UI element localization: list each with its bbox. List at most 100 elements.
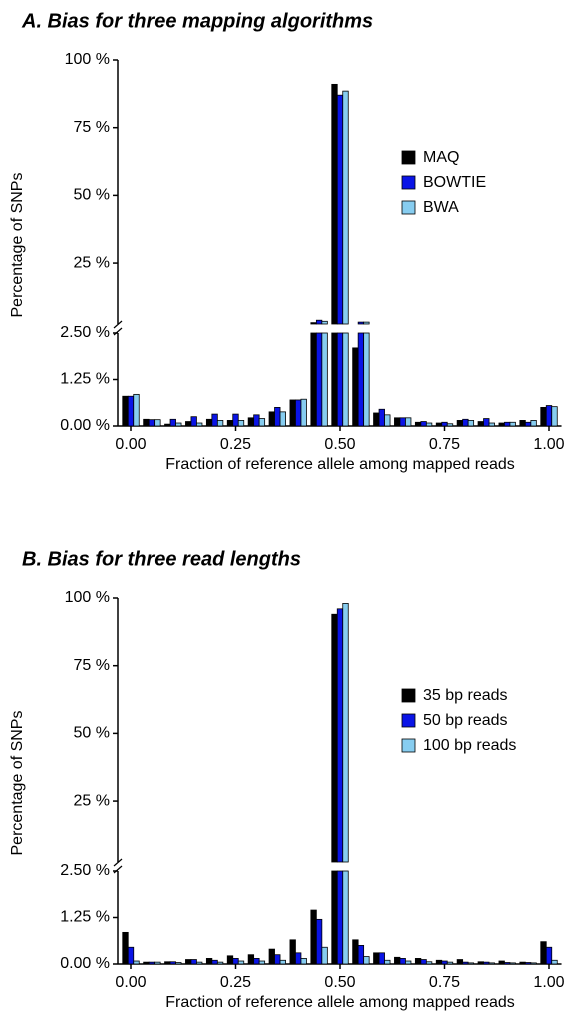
bar (247, 417, 255, 427)
x-tick-label: 0.50 (324, 974, 355, 991)
bar (205, 418, 213, 427)
bar (321, 946, 328, 965)
bar (205, 958, 213, 965)
bar-lower-part (315, 332, 323, 427)
bar (169, 418, 176, 427)
bar-upper-part (363, 321, 370, 325)
bar (384, 414, 391, 427)
y-tick-label: 1.25 % (60, 371, 110, 388)
bar (226, 955, 234, 965)
bar (127, 946, 135, 965)
bar (232, 413, 239, 427)
bar (405, 960, 412, 965)
axis-break (113, 865, 123, 874)
bar (247, 954, 255, 965)
bar (414, 421, 422, 427)
y-tick-label: 2.50 % (60, 324, 110, 341)
bar (143, 961, 150, 965)
bar (352, 347, 359, 427)
legend-label: 35 bp reads (423, 687, 508, 704)
bar (530, 962, 537, 965)
axis-break (113, 858, 123, 867)
y-axis-label: Percentage of SNPs (9, 173, 26, 318)
bar (477, 961, 484, 965)
bar (175, 962, 182, 965)
bar (289, 399, 296, 427)
bar (237, 420, 245, 427)
bar (148, 961, 156, 965)
bar (551, 406, 558, 427)
bar (524, 962, 532, 965)
bar (378, 952, 385, 965)
x-tick-label: 0.25 (220, 974, 251, 991)
bar-upper-part (321, 320, 328, 325)
bar-lower-part (342, 332, 349, 427)
bar (258, 960, 266, 965)
legend-label: 50 bp reads (423, 712, 508, 729)
y-tick-label: 1.25 % (60, 909, 110, 926)
bar (196, 961, 203, 965)
bar (540, 941, 547, 965)
bar (394, 417, 401, 427)
bar (357, 945, 365, 965)
y-tick-label: 100 % (65, 589, 110, 606)
bar (483, 418, 490, 427)
legend-label: MAQ (423, 149, 459, 166)
bar (545, 405, 553, 427)
bar (399, 958, 406, 965)
bar (175, 422, 182, 427)
x-tick-label: 0.00 (115, 974, 146, 991)
bar-upper-part (336, 608, 344, 863)
bar (253, 414, 260, 427)
bar (456, 959, 464, 965)
bar (441, 421, 448, 427)
bar (190, 416, 197, 427)
bar-lower-part (310, 332, 317, 427)
bar (414, 958, 422, 965)
bar (441, 960, 448, 965)
x-tick-label: 0.50 (324, 436, 355, 453)
bar-upper-part (357, 321, 365, 325)
bar (373, 952, 380, 965)
bar (226, 420, 234, 427)
bar (519, 420, 526, 427)
bar-upper-part (331, 83, 338, 325)
x-tick-label: 0.75 (429, 974, 460, 991)
bar (295, 399, 302, 427)
y-tick-label: 0.00 % (60, 955, 110, 972)
x-tick-label: 1.00 (533, 974, 564, 991)
bar (373, 412, 380, 427)
bar (185, 421, 192, 427)
axis-break (113, 327, 123, 336)
bar (196, 422, 203, 427)
axis-break (113, 320, 123, 329)
bar (190, 959, 197, 965)
bar (498, 960, 505, 965)
legend-swatch (401, 200, 416, 215)
y-tick-label: 50 % (74, 187, 110, 204)
y-tick-label: 0.00 % (60, 417, 110, 434)
chart-panel: B. Bias for three read lengths Percentage… (9, 548, 564, 1011)
bar (211, 413, 218, 427)
bar-upper-part (310, 322, 317, 325)
bar (274, 954, 281, 965)
y-tick-label: 100 % (65, 51, 110, 68)
bar (315, 918, 323, 965)
bar (509, 962, 516, 965)
bar (237, 960, 245, 965)
x-tick-label: 1.00 (533, 436, 564, 453)
bar (504, 962, 511, 965)
bar (122, 395, 129, 427)
y-tick-label: 25 % (74, 792, 110, 809)
bar (122, 931, 129, 965)
bar-upper-part (342, 603, 349, 863)
bar (467, 420, 475, 427)
bar (446, 423, 454, 427)
bar (216, 961, 224, 965)
bar (530, 420, 537, 427)
bar (524, 421, 532, 427)
bar (420, 959, 427, 965)
bar (405, 417, 412, 427)
legend-swatch (401, 175, 416, 190)
bar (519, 961, 526, 965)
